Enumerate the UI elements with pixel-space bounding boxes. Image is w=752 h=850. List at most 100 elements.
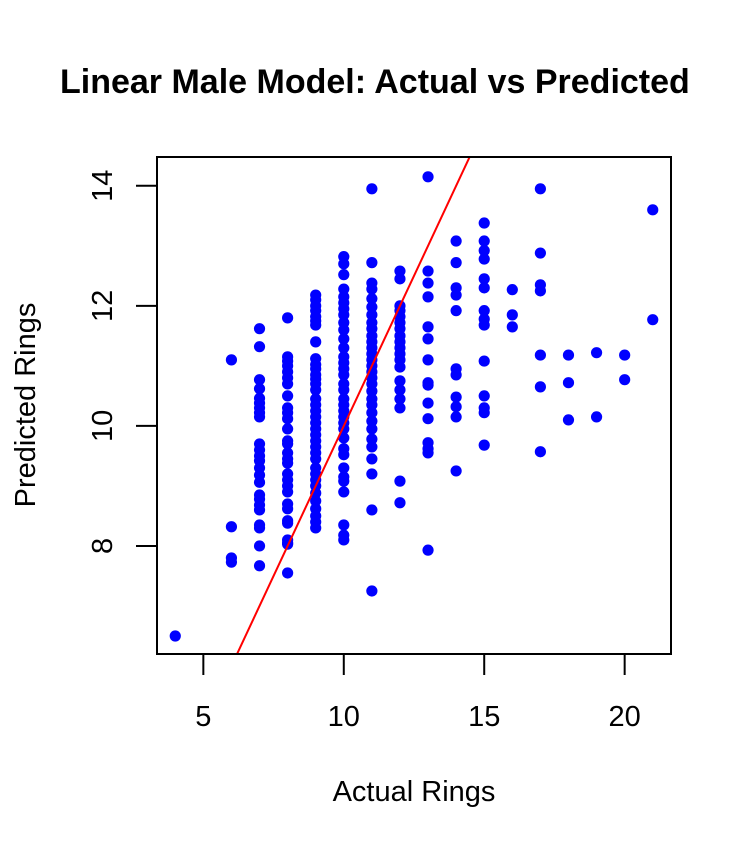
data-point: [253, 374, 266, 386]
data-point: [478, 273, 490, 285]
data-point: [366, 453, 378, 465]
data-point: [590, 347, 603, 359]
data-point: [310, 319, 322, 331]
data-point: [366, 257, 378, 269]
data-point: [338, 475, 350, 487]
data-point: [366, 309, 378, 321]
data-point: [478, 439, 490, 451]
data-point: [253, 504, 266, 516]
data-point: [338, 449, 350, 461]
data-point: [506, 321, 518, 333]
data-point: [282, 503, 294, 515]
points-layer: [169, 171, 659, 642]
data-point: [366, 183, 378, 195]
data-point: [478, 390, 490, 402]
data-point: [282, 486, 294, 498]
data-point: [338, 519, 350, 531]
data-point: [478, 235, 490, 247]
data-point: [366, 468, 378, 480]
data-point: [282, 457, 294, 469]
x-tick-label: 5: [195, 701, 211, 733]
data-point: [310, 522, 322, 534]
data-point: [422, 544, 434, 556]
data-point: [338, 324, 350, 336]
data-point: [253, 341, 266, 353]
reference-line-layer: [235, 157, 471, 654]
y-tick-label: 14: [87, 170, 119, 202]
data-point: [394, 497, 406, 509]
data-point: [422, 447, 434, 459]
data-point: [338, 534, 350, 546]
y-axis: 8 10 12 14: [87, 170, 158, 554]
data-point: [253, 476, 266, 488]
data-point: [338, 283, 350, 295]
data-point: [506, 284, 518, 296]
data-point: [394, 402, 406, 414]
data-point: [562, 377, 575, 389]
data-point: [338, 462, 350, 474]
data-point: [478, 282, 490, 294]
data-point: [225, 556, 238, 568]
data-point: [478, 217, 490, 229]
data-point: [534, 285, 546, 297]
data-point: [169, 630, 181, 642]
data-point: [366, 585, 378, 597]
data-point: [534, 381, 546, 393]
data-point: [450, 391, 462, 403]
data-point: [366, 407, 378, 419]
data-point: [253, 383, 266, 395]
data-point: [422, 265, 434, 277]
data-point: [338, 333, 350, 345]
x-tick-label: 10: [328, 701, 360, 733]
data-point: [422, 321, 434, 333]
data-point: [310, 495, 322, 507]
data-point: [422, 413, 434, 425]
data-point: [394, 384, 406, 396]
data-point: [562, 349, 575, 361]
data-point: [366, 293, 378, 305]
data-point: [366, 415, 378, 427]
data-point: [394, 393, 406, 405]
data-point: [282, 438, 294, 450]
y-axis-label: Predicted Rings: [10, 303, 42, 508]
data-point: [310, 453, 322, 465]
data-point: [225, 521, 238, 533]
data-point: [450, 465, 462, 477]
data-point: [394, 265, 406, 277]
data-point: [366, 385, 378, 397]
data-point: [282, 390, 294, 402]
data-point: [422, 397, 434, 409]
data-point: [422, 333, 434, 345]
plot-frame: [156, 156, 672, 655]
data-point: [394, 361, 406, 373]
data-point: [310, 336, 322, 348]
data-point: [366, 283, 378, 295]
data-point: [478, 319, 490, 331]
data-point: [534, 446, 546, 458]
x-axis-label: Actual Rings: [333, 776, 496, 808]
data-point: [478, 355, 490, 367]
chart-title: Linear Male Model: Actual vs Predicted: [60, 63, 690, 101]
data-point: [282, 413, 294, 425]
data-point: [225, 354, 238, 366]
data-point: [338, 342, 350, 354]
reference-line: [235, 157, 471, 654]
data-point: [422, 171, 434, 183]
data-point: [534, 349, 546, 361]
data-point: [253, 540, 266, 552]
data-point: [450, 289, 462, 301]
data-point: [422, 354, 434, 366]
y-tick-label: 8: [87, 538, 119, 554]
data-point: [478, 407, 490, 419]
data-point: [253, 522, 266, 534]
x-tick-label: 20: [609, 701, 641, 733]
data-point: [394, 475, 406, 487]
data-point: [478, 253, 490, 265]
data-point: [422, 291, 434, 303]
data-point: [338, 486, 350, 498]
data-point: [338, 369, 350, 381]
data-point: [366, 433, 378, 445]
data-point: [450, 369, 462, 381]
data-point: [478, 245, 490, 257]
